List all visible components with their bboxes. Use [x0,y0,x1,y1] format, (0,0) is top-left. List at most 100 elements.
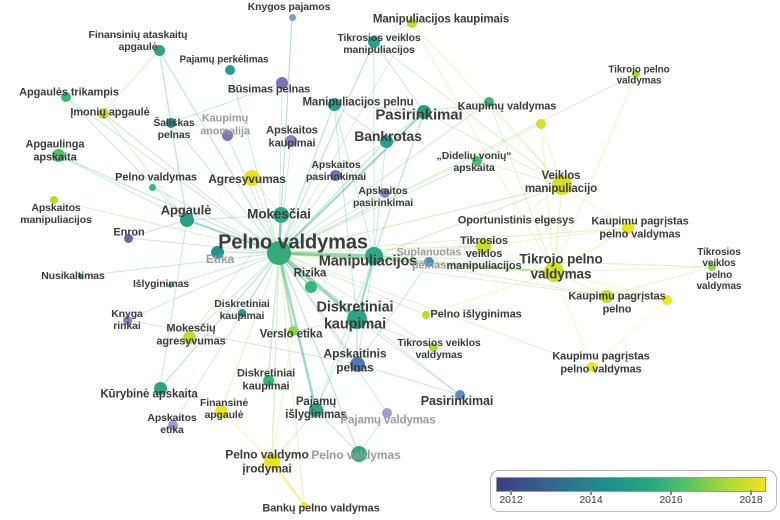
graph-node-diskretiniai-kaupimai-big[interactable] [347,309,367,329]
graph-edge [278,103,335,254]
graph-node-apskaitos-manipuliacijos[interactable] [50,196,58,204]
graph-edge [277,251,359,321]
graph-node-nusikaltimas[interactable] [77,273,83,279]
graph-edge [278,252,358,365]
graph-node-finansiniu-ataskaitu-apgaule[interactable] [153,44,165,56]
graph-node-tikrojo-pelno-valdymas-big[interactable] [544,262,564,282]
graph-node-apskaitos-pasirinkimai-2[interactable] [380,188,390,198]
node-label-diskretiniai-kaupimai-bottom: Diskretiniai kaupimai [236,367,296,392]
graph-edge [356,261,430,365]
graph-node-etika[interactable] [210,245,224,259]
graph-node-tikrojo-pelno-valdymas-tr[interactable] [632,70,640,78]
graph-edge [488,101,563,186]
graph-edge [278,252,607,297]
graph-node-apskaitos-pasirinkimai-1[interactable] [329,169,341,181]
graph-node-veiklos-manipuliacijo[interactable] [552,175,572,195]
graph-node-kaupimu-valdymas-node2[interactable] [536,119,546,129]
graph-node-kaupimu-pagristas-pelno-valdymas-bottom[interactable] [587,362,597,372]
node-label-pajamu-islyginimas: Pajamų išlyginimas [285,395,347,421]
graph-edge [271,409,317,463]
graph-node-kaupimu-pagristas-pelno-valdymas-top[interactable] [622,222,634,234]
graph-edge [278,252,430,263]
graph-edge [425,271,555,316]
graph-node-apgaules-trikampis[interactable] [61,92,71,102]
graph-node-knyga-rinkai[interactable] [122,315,132,325]
graph-node-rizika[interactable] [305,281,317,293]
graph-node-pajamu-perkelimas[interactable] [225,65,235,75]
graph-node-enron[interactable] [123,233,133,243]
graph-edge [553,271,668,301]
legend-tick-mark [590,490,592,495]
graph-node-manipuliacijos[interactable] [365,247,383,265]
graph-node-apgaule[interactable] [180,213,194,227]
graph-node-pelno-valdymas-left[interactable] [148,183,156,191]
graph-node-bankrotas[interactable] [379,134,393,148]
graph-node-pasirinkimai-bottom[interactable] [455,390,465,400]
graph-node-agresyvumas[interactable] [244,170,260,186]
graph-node-banku-pelno-valdymas[interactable] [301,502,307,508]
graph-node-pelno-valdymas-main[interactable] [267,241,291,265]
graph-node-apskaitos-etika[interactable] [168,420,178,430]
graph-node-busimas-pelnas[interactable] [276,77,288,89]
graph-edge [278,252,593,368]
graph-node-islyginimas[interactable] [167,282,173,288]
graph-edge [169,252,280,286]
graph-edge [172,252,280,426]
graph-node-pasirinkimai-top[interactable] [417,105,431,119]
graph-edge [188,214,282,338]
graph-edge [315,318,358,411]
node-label-tikrosios-veiklos-manipuliacijos-top: Tikrosios veiklos manipuliacijos [337,32,421,56]
graph-node-kurybine-apskaita[interactable] [153,381,167,395]
graph-node-mokesciai[interactable] [273,207,289,223]
graph-node-unlabeled-yellow[interactable] [662,295,672,305]
graph-node-pajamu-islyginimas[interactable] [309,403,323,417]
node-label-tikrosios-veiklos-pelno-valdymas: Tikrosios veiklos pelno valdymas [696,247,742,293]
graph-node-pelno-valdymo-irodymai[interactable] [264,454,280,470]
graph-node-kaupimu-pagristas-pelno[interactable] [599,289,613,303]
graph-node-dideliu-voniu-apskaita[interactable] [472,156,482,166]
graph-node-imoniu-apgaule[interactable] [97,107,109,119]
graph-node-tikrosios-veiklos-valdymas[interactable] [428,342,438,352]
node-label-apgaules-trikampis: Apgaulės trikampis [19,86,119,99]
graph-edge [53,199,280,254]
graph-node-pelno-valdymas-gray[interactable] [351,446,367,462]
graph-node-apskaitos-kaupimai[interactable] [285,135,297,147]
graph-node-apskaitinis-pelnas[interactable] [349,356,365,372]
graph-edge [127,219,188,239]
graph-edge [411,22,555,273]
node-label-bankrotas: Bankrotas [354,128,422,145]
graph-node-tikrosios-veiklos-pelno-valdymas[interactable] [708,263,716,271]
graph-edge [333,103,375,257]
graph-node-finansine-apgaule[interactable] [214,404,228,418]
node-label-veiklos-manipuliacijo: Veiklos manipuliacijo [524,169,598,195]
graph-node-tikrosios-veiklos-manipuliacijos-mid[interactable] [475,238,491,254]
graph-node-suplanuotas-pelnas[interactable] [424,257,434,267]
graph-edge [278,160,478,254]
graph-node-saliskas-pelnas[interactable] [166,118,176,128]
graph-node-verslo-etika[interactable] [288,326,298,336]
graph-node-kaupimu-valdymas[interactable] [484,97,494,107]
graph-node-apgaulinga-apskaita[interactable] [51,148,65,162]
graph-node-manipuliacijos-pelnu[interactable] [327,97,341,111]
graph-edge [278,174,336,254]
graph-edge [278,252,555,273]
graph-node-kaupimu-anomalija[interactable] [221,129,233,141]
graph-node-diskretiniai-kaupimai-left[interactable] [238,309,246,317]
graph-edge [278,252,360,455]
graph-node-pajamu-valdymas[interactable] [382,408,392,418]
graph-edge [488,101,555,273]
graph-node-tikrosios-veiklos-manipuliacijos-top[interactable] [368,36,380,48]
graph-node-manipuliacijos-kaupimais[interactable] [407,18,417,28]
graph-node-pelno-islyginimas[interactable] [422,311,430,319]
node-label-finansiniu-ataskaitu-apgaule: Finansinių ataskaitų apgaulė [88,29,188,53]
graph-edge [476,160,563,186]
graph-node-diskretiniai-kaupimai-bottom[interactable] [262,374,274,386]
node-label-verslo-etika: Verslo etika [259,328,323,341]
graph-edge [220,410,273,463]
graph-edge [57,154,188,221]
graph-node-knygos-pajamos[interactable] [288,13,296,21]
graph-node-mokesciu-agresyvumas[interactable] [182,330,196,344]
graph-edge [151,186,280,254]
legend-box: 2012 2014 2016 2018 [490,470,777,512]
node-label-busimas-pelnas: Būsimas pelnas [227,83,311,96]
